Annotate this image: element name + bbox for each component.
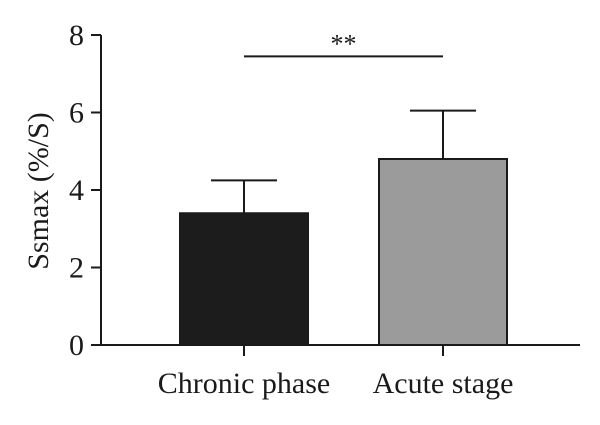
y-axis-label: Ssmax (%/S) <box>22 112 55 270</box>
bar-acute-stage <box>378 158 508 346</box>
y-ticks: 0 2 4 6 8 <box>69 19 101 362</box>
y-tick-label: 8 <box>69 19 84 52</box>
y-tick-label: 0 <box>69 329 84 362</box>
x-axis: Chronic phase Acute stage <box>100 344 580 400</box>
y-axis: 0 2 4 6 8 Ssmax (%/S) <box>22 19 102 362</box>
x-tick-label: Chronic phase <box>158 367 330 400</box>
y-tick-label: 2 <box>69 252 84 285</box>
significance-label: ** <box>331 29 357 58</box>
x-ticks: Chronic phase Acute stage <box>158 345 514 400</box>
x-tick-label: Acute stage <box>373 367 514 400</box>
y-tick-label: 4 <box>69 174 84 207</box>
significance-annotation: ** <box>244 29 443 58</box>
y-tick-label: 6 <box>69 97 84 130</box>
bars <box>179 109 508 346</box>
bar-chronic-phase <box>179 212 309 346</box>
